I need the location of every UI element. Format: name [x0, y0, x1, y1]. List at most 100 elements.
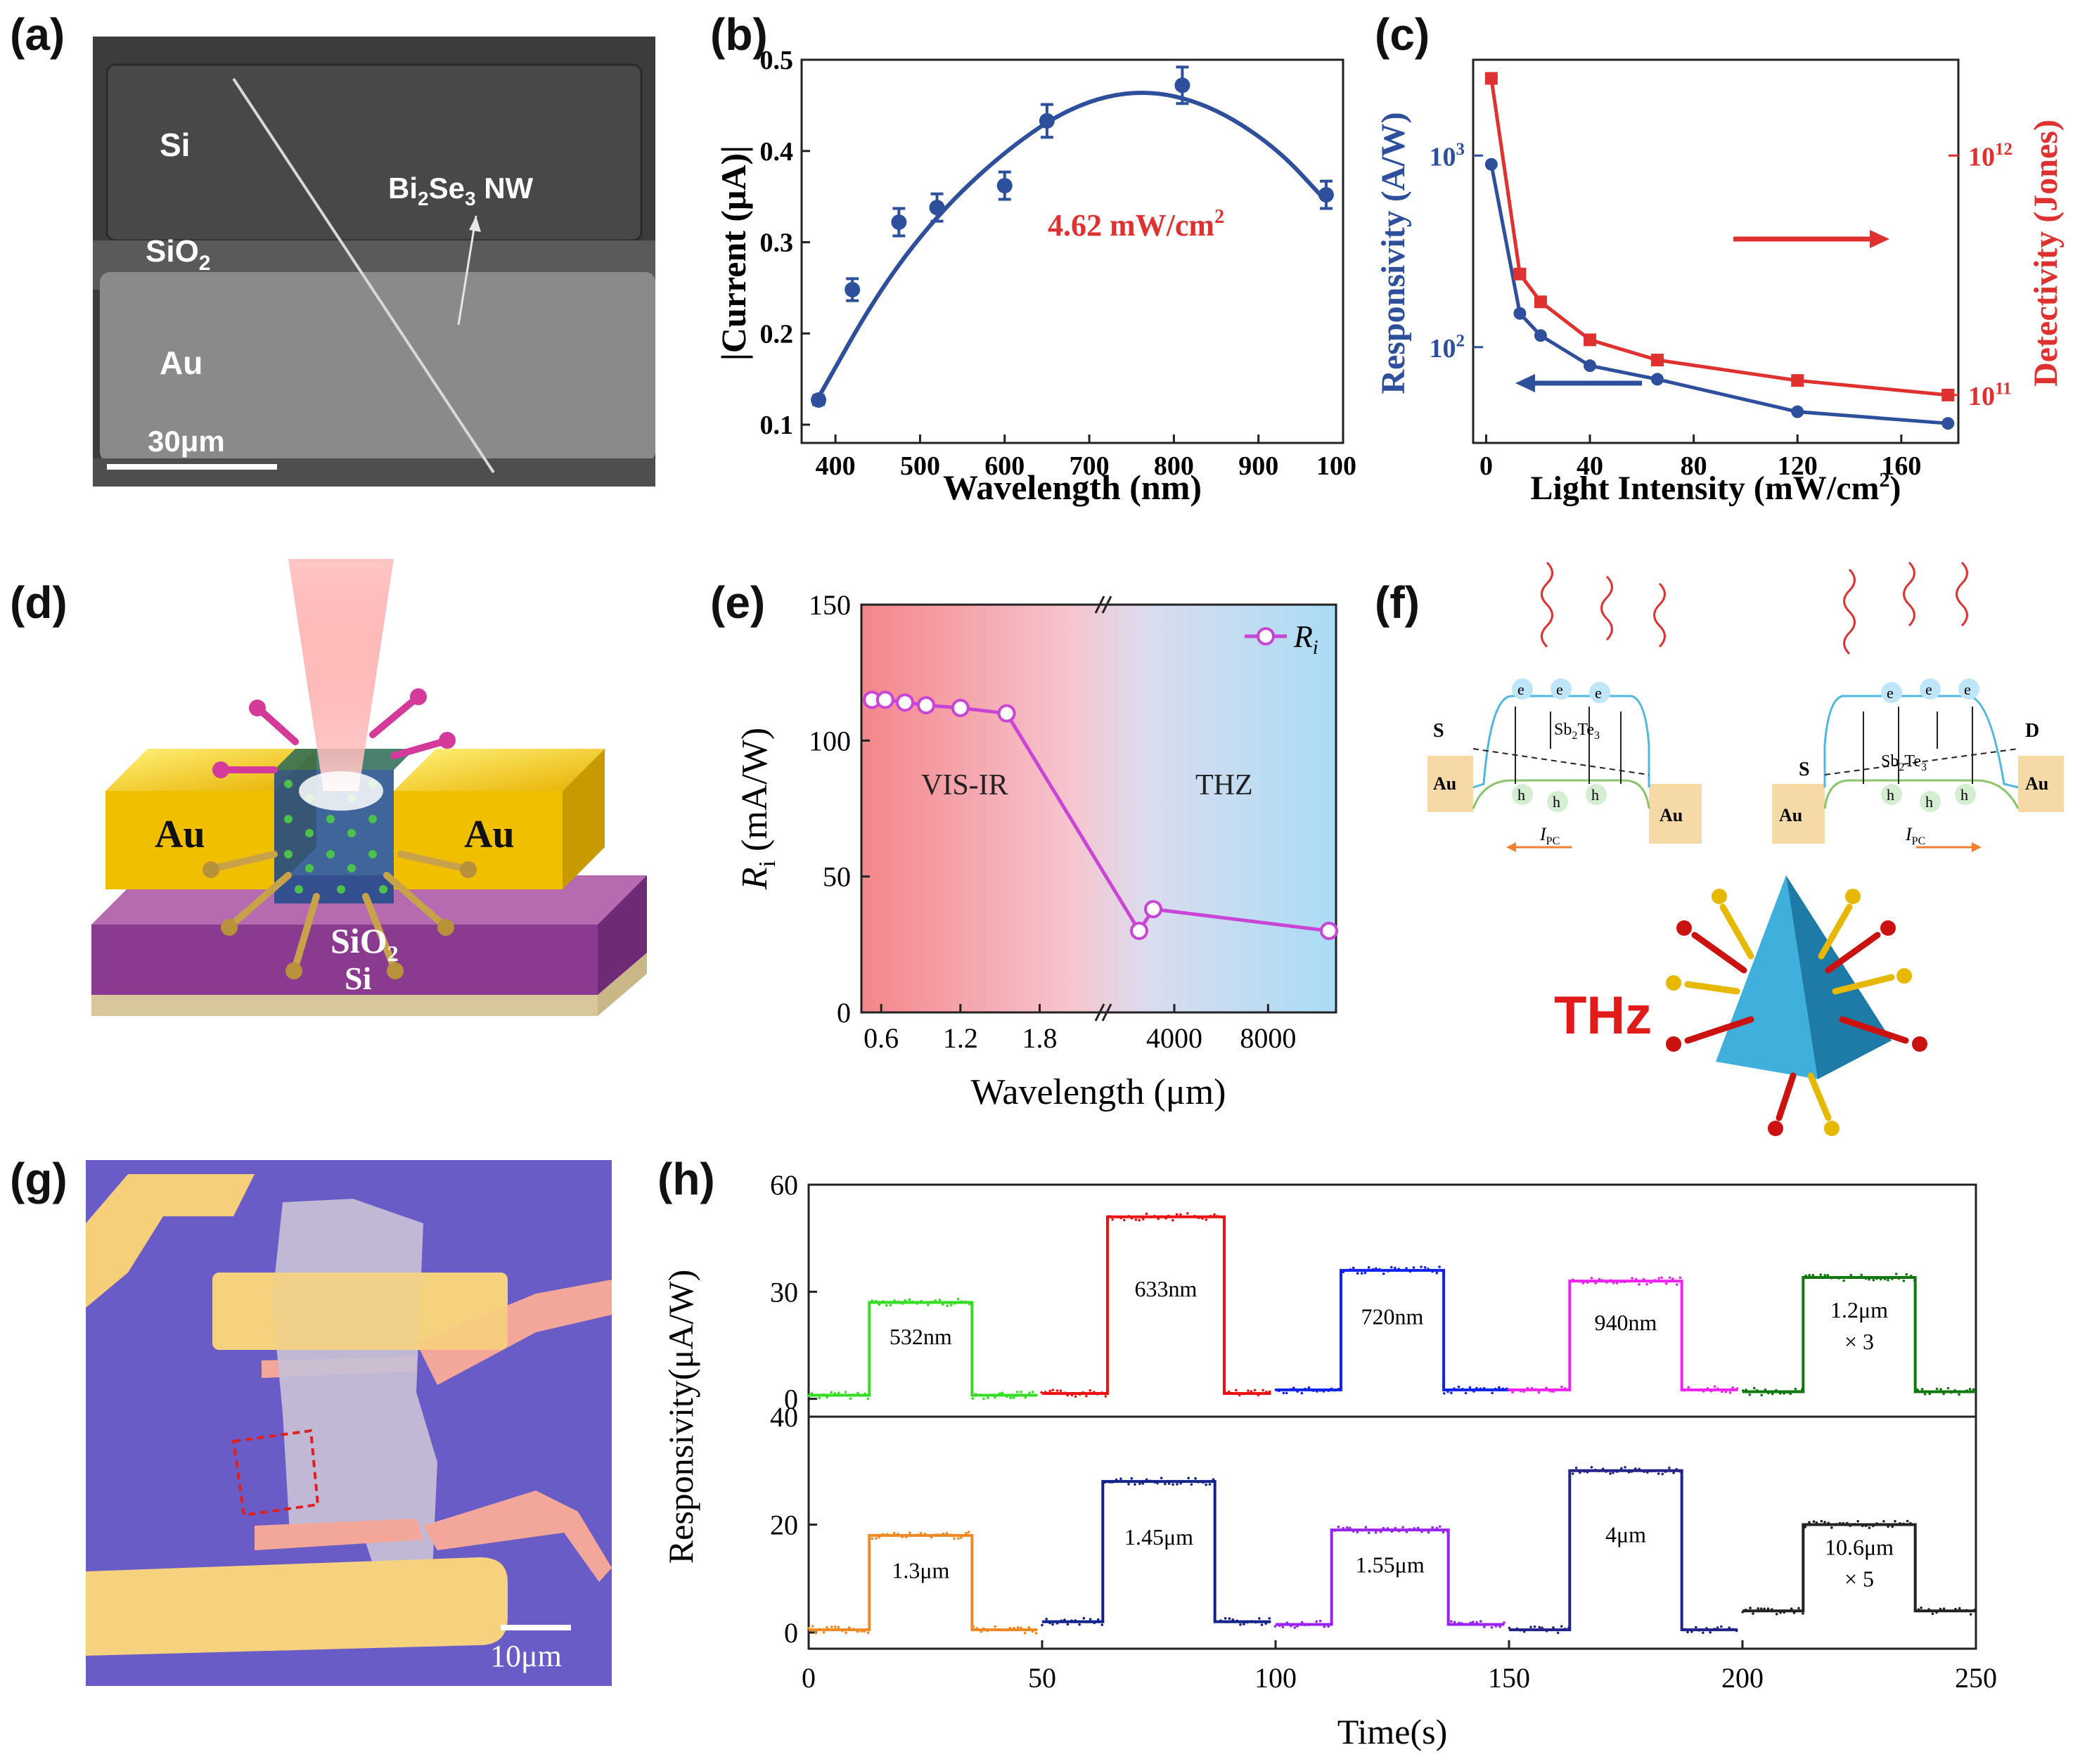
h-noise-point: [878, 1303, 881, 1306]
h-noise-point: [1346, 1526, 1349, 1529]
h-noise-point: [1342, 1526, 1345, 1530]
h-noise-point: [1382, 1272, 1385, 1275]
h-noise-point: [1122, 1218, 1126, 1222]
h-noise-point: [1460, 1622, 1463, 1625]
e-ytick-label: 0: [837, 997, 851, 1029]
h-noise-point: [1932, 1391, 1934, 1393]
h-noise-point: [1416, 1526, 1420, 1529]
h-noise-point: [1293, 1626, 1297, 1629]
sio2-layer: [91, 925, 598, 995]
h-noise-point: [1228, 1617, 1231, 1620]
h-noise-point: [1130, 1216, 1134, 1220]
label-au-left: Au: [155, 813, 205, 856]
hole-2: h: [1553, 793, 1560, 811]
h-noise-point: [1389, 1266, 1393, 1269]
h-noise-point: [841, 1393, 844, 1397]
h-noise-point: [1541, 1626, 1543, 1629]
h-noise-point: [1861, 1524, 1864, 1528]
h-noise-point: [1176, 1483, 1179, 1486]
h-ytick-label-bottom: 0: [784, 1617, 798, 1649]
bottom-electrode: [86, 1557, 508, 1656]
h-noise-point: [834, 1625, 837, 1628]
h-noise-point: [818, 1396, 821, 1400]
h-noise-point: [1063, 1391, 1066, 1394]
h-noise-point: [1887, 1525, 1889, 1528]
h-noise-point: [1697, 1389, 1700, 1392]
chart-c: 0 40 80 120 160 102 103 1011 1012 Light Intensit…: [1375, 58, 2065, 507]
h-noise-point: [1307, 1386, 1311, 1389]
h-noise-point: [1012, 1396, 1015, 1399]
h-noise-point: [1882, 1519, 1885, 1523]
h-noise-point: [1382, 1526, 1385, 1530]
h-noise-point: [1905, 1273, 1908, 1276]
h-noise-point: [1661, 1472, 1664, 1476]
c-point-detectivity: [1534, 295, 1547, 309]
h-xtick-label: 200: [1721, 1662, 1764, 1694]
chart-h-ylabel: Responsivity(μA/W): [661, 1270, 700, 1564]
h-noise-point: [1304, 1387, 1307, 1391]
h-noise-point: [904, 1536, 908, 1539]
label-si: Si: [160, 127, 190, 163]
b-xtick-label: 900: [1238, 451, 1278, 481]
h-noise-point: [807, 1627, 810, 1630]
h-noise-point: [1435, 1526, 1439, 1530]
h-noise-point: [1401, 1526, 1404, 1529]
h-noise-point: [1764, 1388, 1767, 1391]
h-noise-point: [1522, 1630, 1526, 1633]
electron-6: e: [1964, 681, 1971, 698]
h-noise-point: [1442, 1531, 1445, 1534]
hole-3: h: [1591, 786, 1599, 804]
scale-label-g: 10μm: [490, 1639, 562, 1673]
h-series-label-top: 940nm: [1595, 1310, 1657, 1335]
chart-e-legend: Ri: [1245, 619, 1318, 659]
h-noise-point: [1766, 1607, 1770, 1610]
h-noise-point: [892, 1531, 896, 1535]
h-noise-point: [1526, 1628, 1529, 1632]
h-noise-point: [1431, 1526, 1434, 1529]
h-noise-point: [942, 1532, 945, 1536]
panel-label-h: (h): [657, 1154, 715, 1204]
h-noise-point: [1830, 1277, 1833, 1280]
h-noise-point: [1034, 1632, 1038, 1635]
au-left-top: [105, 749, 316, 791]
h-noise-point: [864, 1392, 866, 1396]
h-noise-point: [1950, 1391, 1953, 1394]
h-noise-point: [960, 1536, 963, 1539]
h-noise-point: [1281, 1625, 1285, 1629]
h-noise-point: [1273, 1625, 1277, 1628]
h-noise-point: [1296, 1625, 1299, 1628]
h-noise-point: [1494, 1387, 1497, 1391]
au-drain-left: [1649, 784, 1702, 844]
h-noise-point: [1507, 1388, 1510, 1391]
h-noise-point: [1167, 1482, 1171, 1486]
h-trace-top: [1276, 1268, 1509, 1391]
h-noise-point: [1598, 1277, 1601, 1281]
bottom-right-lead: [423, 1491, 612, 1582]
h-noise-point: [1660, 1276, 1663, 1280]
h-noise-point: [1634, 1467, 1637, 1470]
h-noise-point: [1055, 1389, 1059, 1392]
h-noise-point: [1092, 1391, 1096, 1393]
h-noise-point: [1182, 1480, 1186, 1483]
h-noise-point: [1842, 1279, 1845, 1282]
h-noise-point: [1835, 1523, 1838, 1526]
h-noise-point: [1446, 1390, 1449, 1393]
h-noise-point: [1327, 1389, 1330, 1392]
h-noise-point: [1586, 1471, 1589, 1474]
h-noise-point: [1394, 1526, 1397, 1530]
h-noise-point: [1879, 1277, 1882, 1281]
h-noise-point: [1197, 1481, 1200, 1483]
h-noise-point: [1464, 1391, 1468, 1395]
h-noise-point: [1775, 1389, 1778, 1392]
e-point: [1320, 922, 1338, 940]
electron-4: e: [1887, 684, 1894, 702]
h-noise-point: [1160, 1476, 1163, 1480]
h-noise-point: [1223, 1389, 1226, 1393]
h-noise-point: [1290, 1388, 1292, 1391]
panel-label-f: (f): [1375, 577, 1420, 628]
h-noise-point: [1031, 1630, 1034, 1633]
h-noise-point: [1066, 1393, 1070, 1397]
h-noise-point: [1413, 1527, 1415, 1530]
h-noise-point: [1830, 1526, 1833, 1529]
h-noise-point: [1724, 1390, 1728, 1393]
